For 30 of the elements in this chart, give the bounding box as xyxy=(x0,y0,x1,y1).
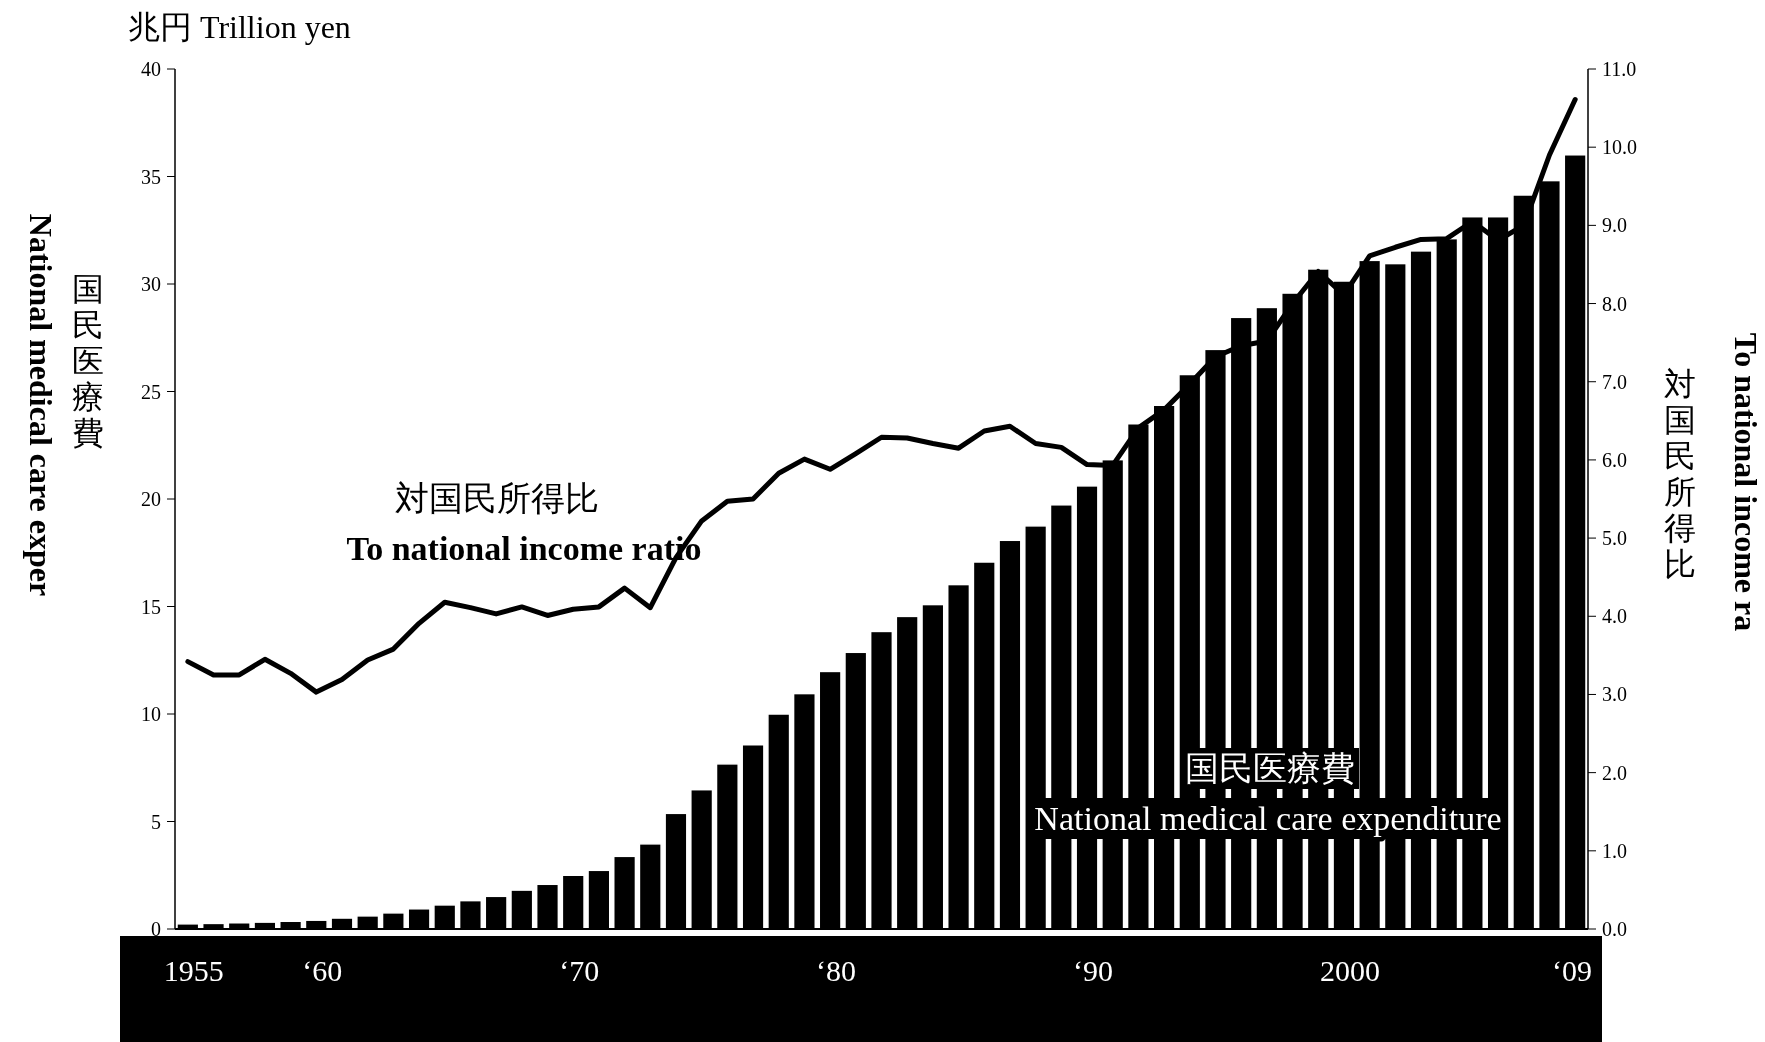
x-tick-label: 1955 xyxy=(163,954,224,987)
y2-tick-label: 6.0 xyxy=(1602,448,1627,471)
y2-tick-label: 2.0 xyxy=(1602,761,1627,784)
y2-tick-label: 3.0 xyxy=(1602,683,1627,706)
y-tick-label: 20 xyxy=(141,488,161,510)
y2-tick-label: 1.0 xyxy=(1602,839,1627,862)
x-tick-label: ‘90 xyxy=(1073,954,1114,987)
y-tick-label: 0 xyxy=(151,918,161,940)
y-tick-label: 15 xyxy=(141,595,161,618)
y2-tick-label: 11.0 xyxy=(1602,58,1637,80)
y2-tick-label: 10.0 xyxy=(1602,136,1637,159)
y-tick-label: 40 xyxy=(141,58,161,80)
series-label: 国民医療費 National medical care expenditure xyxy=(1034,750,1502,837)
y-tick-label: 5 xyxy=(151,810,161,833)
x-tick-label: 2000 xyxy=(1319,954,1380,987)
y2-tick-label: 5.0 xyxy=(1602,527,1627,550)
y-tick-label: 35 xyxy=(141,165,161,188)
y-tick-label: 10 xyxy=(141,703,161,725)
chart-title: 兆円 Trillion yen xyxy=(128,9,351,45)
y2-tick-label: 8.0 xyxy=(1602,292,1627,315)
x-tick-label: ‘09 xyxy=(1552,954,1592,987)
y-tick-label: 25 xyxy=(141,380,161,403)
x-tick-label: ‘80 xyxy=(816,954,857,987)
y2-tick-label: 4.0 xyxy=(1602,605,1627,628)
y2-tick-label: 7.0 xyxy=(1602,370,1627,393)
x-tick-label: ‘70 xyxy=(559,954,600,987)
y2-tick-label: 0.0 xyxy=(1602,918,1627,940)
y-tick-label: 30 xyxy=(141,273,161,295)
y2-tick-label: 9.0 xyxy=(1602,214,1627,237)
x-tick-label: ‘60 xyxy=(302,954,343,987)
